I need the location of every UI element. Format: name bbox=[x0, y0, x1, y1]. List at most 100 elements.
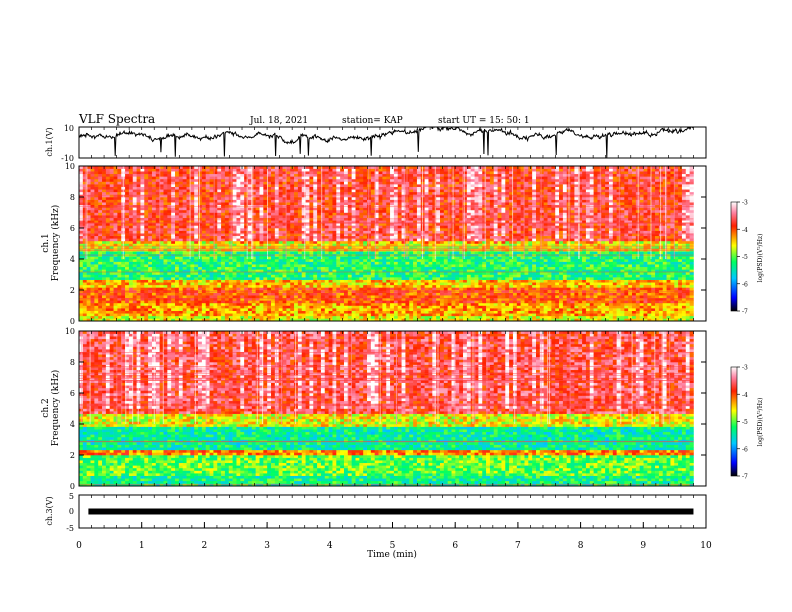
spec1-cell bbox=[198, 171, 203, 175]
spec1-cell bbox=[290, 243, 295, 247]
spec1-cell bbox=[294, 191, 299, 195]
spec1-cell bbox=[167, 279, 172, 283]
spec1-cell bbox=[271, 287, 276, 291]
spec1-cell bbox=[305, 178, 310, 182]
spec1-cell bbox=[340, 282, 345, 286]
spec1-cell bbox=[343, 212, 349, 216]
spec1-cell bbox=[251, 318, 256, 321]
spec1-cell bbox=[378, 220, 383, 224]
spec1-cell bbox=[309, 318, 314, 321]
spec1-cell bbox=[98, 259, 103, 262]
spec1-cell bbox=[263, 191, 268, 195]
spec1-cell bbox=[213, 261, 218, 265]
spec1-cell bbox=[271, 295, 276, 299]
spec1-cell bbox=[136, 197, 141, 200]
spec1-cell bbox=[263, 176, 268, 180]
spec1-cell bbox=[205, 212, 210, 216]
spec1-cell bbox=[259, 240, 264, 244]
spec1-cell bbox=[393, 287, 399, 291]
spec1-cell bbox=[217, 212, 222, 216]
spec1-cell bbox=[294, 315, 299, 319]
spec1-cell bbox=[136, 202, 141, 206]
spec1-cell bbox=[313, 220, 318, 224]
spec1-cell bbox=[98, 186, 103, 190]
spec1-cell bbox=[286, 178, 291, 182]
spec1-cell bbox=[340, 199, 345, 203]
spec1-cell bbox=[102, 199, 107, 203]
spec1-cell bbox=[286, 287, 291, 291]
spec1-cell bbox=[313, 277, 318, 280]
spec1-cell bbox=[386, 266, 391, 270]
spec1-cell bbox=[351, 176, 356, 180]
spec1-cell bbox=[125, 209, 130, 213]
spec1-cell bbox=[374, 178, 379, 182]
spec1-cell bbox=[175, 168, 180, 172]
spec1-cell bbox=[148, 259, 153, 262]
spec1-cell bbox=[236, 184, 241, 187]
spec1-cell bbox=[351, 277, 356, 280]
spec1-cell bbox=[109, 178, 114, 182]
spec1-cell bbox=[336, 259, 341, 262]
spec1-cell bbox=[382, 243, 387, 247]
spec1-cell bbox=[109, 310, 114, 314]
spec1-cell bbox=[163, 197, 168, 200]
spec1-cell bbox=[117, 225, 122, 229]
spec1-cell bbox=[175, 225, 180, 229]
spec1-cell bbox=[217, 297, 222, 301]
spec1-cell bbox=[355, 292, 360, 296]
spec1-cell bbox=[90, 313, 95, 317]
spec1-cell bbox=[328, 243, 333, 247]
spec1-cell bbox=[390, 266, 395, 270]
spec1-cell bbox=[271, 305, 276, 309]
spec1-cell bbox=[363, 181, 368, 185]
spec1-cell bbox=[347, 240, 352, 244]
spec1-cell bbox=[267, 233, 272, 237]
spec1-cell bbox=[90, 209, 95, 213]
spec1-cell bbox=[175, 184, 180, 187]
spec1-cell bbox=[332, 199, 337, 203]
spec1-cell bbox=[94, 287, 99, 291]
spec1-cell bbox=[190, 308, 195, 311]
spec1-cell bbox=[109, 199, 114, 203]
spec1-cell bbox=[378, 271, 383, 275]
spec1-cell bbox=[274, 246, 279, 249]
spec1-cell bbox=[224, 282, 230, 286]
spec1-cell bbox=[386, 259, 391, 262]
spec1-cell bbox=[86, 233, 91, 237]
spec1-cell bbox=[332, 279, 337, 283]
spec1-cell bbox=[198, 168, 203, 172]
spec1-cell bbox=[309, 282, 314, 286]
spec1-cell bbox=[128, 171, 134, 175]
spec1-cell bbox=[155, 207, 160, 211]
spec1-cell bbox=[121, 297, 126, 301]
spec1-cell bbox=[171, 225, 176, 229]
spec1-cell bbox=[294, 171, 299, 175]
spec1-cell bbox=[370, 282, 376, 286]
spec1-cell bbox=[393, 315, 399, 319]
spec1-cell bbox=[155, 215, 160, 218]
spec1-cell bbox=[301, 308, 306, 311]
spec1-cell bbox=[317, 166, 322, 169]
spec1-cell bbox=[117, 199, 122, 203]
spec1-cell bbox=[313, 184, 318, 187]
spec1-cell bbox=[244, 173, 249, 177]
spec1-cell bbox=[317, 225, 322, 229]
spec1-cell bbox=[132, 256, 137, 260]
spec1-cell bbox=[359, 209, 364, 213]
spec1-cell bbox=[301, 256, 306, 260]
spec1-cell bbox=[90, 191, 95, 195]
spec1-cell bbox=[374, 166, 379, 169]
spec1-cell bbox=[151, 271, 157, 275]
spec1-cell bbox=[363, 264, 368, 268]
spec1-cell bbox=[301, 292, 306, 296]
spec1-cell bbox=[236, 287, 241, 291]
spec1-cell bbox=[359, 243, 364, 247]
spec1-cell bbox=[113, 292, 118, 296]
spec1-cell bbox=[194, 284, 199, 288]
spec1-cell bbox=[201, 212, 207, 216]
spec1-cell bbox=[209, 171, 214, 175]
spec1-cell bbox=[117, 308, 122, 311]
spec1-cell bbox=[194, 269, 199, 273]
spec1-cell bbox=[217, 240, 222, 244]
spec1-cell bbox=[355, 228, 360, 231]
